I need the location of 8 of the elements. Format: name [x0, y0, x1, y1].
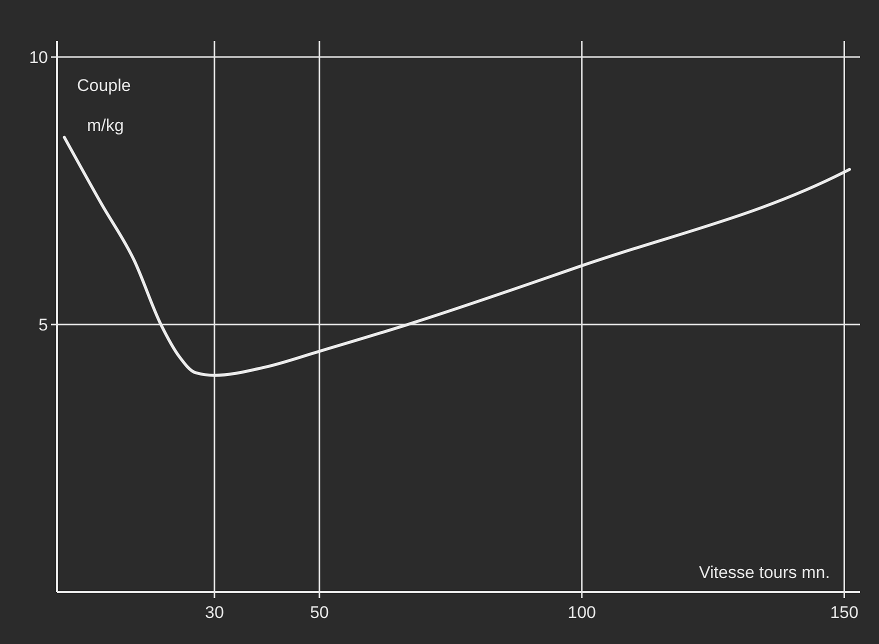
text: Couple m/kg	[77, 76, 131, 135]
y-tick-label: 5	[38, 315, 48, 334]
x-tick-label: 100	[568, 603, 596, 622]
x-axis-title: Vitesse tours mn.	[698, 563, 830, 582]
x-tick-label: 50	[310, 603, 329, 622]
x-tick-label: 150	[830, 603, 858, 622]
x-tick-label: 30	[204, 603, 224, 622]
y-tick-label: 10	[29, 48, 48, 67]
